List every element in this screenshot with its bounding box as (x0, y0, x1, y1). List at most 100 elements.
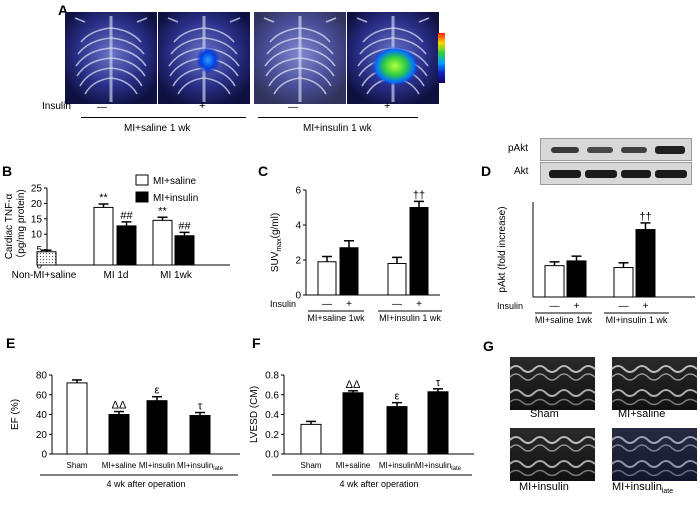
chart-e-category-label: MI+insulin (139, 461, 175, 470)
chart-f-category-label: Sham (301, 461, 322, 470)
chart-f-ytick-label: 0.4 (265, 410, 279, 421)
panel-a-insulin-label: Insulin (42, 101, 71, 112)
chart-b-ytick-label: 0 (36, 261, 42, 272)
chart-c-group-label: MI+insulin 1 wk (379, 313, 441, 323)
panel-a-sign-3: — (288, 102, 298, 113)
chart-e-category-label: MI+saline (102, 461, 137, 470)
panel-e-letter: E (6, 335, 15, 351)
chart-e-bar (66, 382, 88, 455)
chart-e-ytick-label: 80 (36, 371, 48, 382)
echo-image-mi-saline (611, 356, 698, 411)
chart-d-significance-mark: †† (639, 211, 651, 223)
echo-image-mi-insulin (509, 427, 596, 482)
chart-f-significance-mark: ε (395, 391, 400, 403)
echo-caption-late-main: MI+insulin (612, 481, 662, 493)
chart-c-bar (317, 261, 337, 296)
chart-d-bar (566, 260, 587, 298)
chart-f-xcaption: 4 wk after operation (339, 479, 418, 489)
chart-f-bar (300, 423, 322, 455)
chart-e-significance-mark: ΔΔ (112, 400, 127, 412)
chart-b-bar (93, 206, 114, 266)
chart-f-significance-mark: ΔΔ (346, 379, 361, 391)
echo-caption-mi-saline: MI+saline (618, 408, 666, 420)
chart-e-ytick-label: 0 (41, 450, 47, 461)
chart-c-ylabel: SUVmax(g/ml) (270, 213, 283, 272)
chart-d-group-label: MI+saline 1wk (535, 315, 593, 325)
chart-c-insulin-label: Insulin (270, 299, 296, 309)
chart-c-group-label: MI+saline 1wk (307, 313, 365, 323)
panel-d-letter-blot-area: pAkt Akt (508, 138, 700, 188)
chart-b-ytick-label: 5 (36, 245, 42, 256)
chart-b-ylabel-line: Cardiac TNF-α (4, 193, 15, 259)
chart-f-bar (427, 391, 449, 455)
chart-f-ytick-label: 0.2 (265, 430, 279, 441)
echo-caption-mi-insulin: MI+insulin (519, 481, 569, 493)
chart-b-category-label: MI 1wk (160, 270, 193, 281)
pet-image-insulin-minus (252, 10, 348, 106)
chart-c-insulin-sign: + (346, 299, 352, 310)
chart-c-bar (387, 263, 407, 296)
panel-d-letter: D (481, 163, 491, 179)
chart-c-ytick-label: 4 (295, 221, 301, 232)
chart-b-ytick-label: 15 (31, 214, 43, 225)
chart-e-category-label: MI+insulinlate (177, 461, 224, 472)
blot-label-akt: Akt (514, 166, 529, 177)
chart-b-category-label: MI 1d (103, 270, 128, 281)
panel-a-group-label-2: MI+insulin 1 wk (303, 123, 372, 134)
chart-b-bar (116, 225, 137, 266)
chart-d-bar (613, 267, 634, 298)
panel-a-group-label-1: MI+saline 1 wk (124, 123, 191, 134)
chart-b-bar (174, 235, 195, 266)
chart-f-ylabel: LVESD (CM) (249, 386, 260, 443)
chart-b-ytick-label: 25 (31, 184, 43, 195)
chart-d-group-label: MI+insulin 1 wk (606, 315, 668, 325)
chart-c-insulin-sign: — (392, 299, 402, 310)
panel-a-pet-images (63, 10, 441, 106)
chart-f-significance-mark: τ (436, 377, 441, 389)
panel-a-sign-1: — (97, 102, 107, 113)
chart-e-bar (108, 414, 130, 455)
chart-f-category-label: MI+saline (336, 461, 371, 470)
chart-f-bar (386, 406, 408, 455)
chart-d-insulin-sign: + (643, 301, 649, 312)
panel-a-sign-4: + (384, 100, 391, 112)
blot-strip-pakt (540, 138, 692, 161)
panel-c-letter: C (258, 163, 268, 179)
chart-d-insulin-sign: — (619, 301, 629, 312)
chart-f-ytick-label: 0.8 (265, 371, 279, 382)
chart-b-category-label: Non-MI+saline (12, 270, 77, 281)
chart-b-ylabel-line: （pg/mg protein) (15, 189, 27, 263)
panel-g-letter: G (483, 338, 494, 354)
blot-label-pakt: pAkt (508, 143, 529, 154)
chart-c-significance-mark: †† (413, 189, 425, 201)
chart-e-ytick-label: 20 (36, 430, 48, 441)
pet-image-insulin-plus (345, 10, 441, 106)
panel-f-letter: F (252, 335, 261, 351)
chart-d-bar (544, 265, 565, 298)
chart-e-xcaption: 4 wk after operation (106, 479, 185, 489)
chart-c-insulin-sign: — (322, 299, 332, 310)
chart-c-ytick-label: 0 (295, 291, 301, 302)
chart-c-ytick-label: 2 (295, 256, 301, 267)
chart-d-insulin-label: Insulin (497, 301, 523, 311)
blot-strip-akt (540, 162, 692, 185)
chart-c-insulin-sign: + (416, 299, 422, 310)
chart-e-ytick-label: 60 (36, 390, 48, 401)
chart-b-bar (152, 219, 173, 266)
echo-caption-late-sub: late (661, 488, 674, 496)
chart-b-ytick-label: 10 (31, 230, 43, 241)
chart-b-significance-mark: ** (158, 205, 167, 217)
chart-b-legend-swatch (135, 191, 149, 203)
chart-f-ytick-label: 0.6 (265, 390, 279, 401)
chart-b-significance-mark: ## (120, 210, 133, 222)
chart-f-category-label: MI+insulin (379, 461, 415, 470)
chart-c-bar (339, 247, 359, 296)
chart-d-bar (635, 229, 656, 298)
chart-f-bar (342, 392, 364, 455)
chart-b-legend-label: MI+saline (153, 176, 197, 187)
chart-b-significance-mark: ## (178, 220, 191, 232)
chart-b-significance-mark: ** (99, 192, 108, 204)
chart-e-category-label: Sham (67, 461, 88, 470)
panel-a-sign-2: + (199, 100, 206, 112)
chart-b-legend-swatch (135, 174, 149, 186)
